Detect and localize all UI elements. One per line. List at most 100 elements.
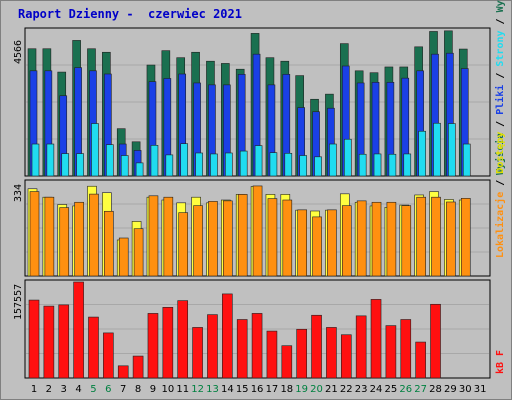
bar-lokalizacje	[59, 207, 70, 277]
bar-strony	[343, 138, 352, 177]
bar-lokalizacje	[223, 200, 233, 277]
day-label: 14	[221, 384, 234, 395]
day-label: 11	[176, 384, 189, 395]
bar-kb	[326, 327, 337, 379]
bar-lokalizacje	[327, 209, 337, 277]
bar-lokalizacje	[44, 196, 55, 277]
bar-strony	[418, 130, 426, 177]
day-label: 22	[340, 384, 353, 395]
bar-strony	[284, 152, 293, 177]
day-label: 24	[370, 384, 383, 395]
day-label: 4	[75, 384, 81, 395]
day-label: 12	[191, 384, 204, 395]
day-label: 9	[150, 384, 156, 395]
bar-kb	[192, 327, 203, 379]
bar-strony	[388, 153, 397, 177]
bar-kb	[132, 355, 144, 379]
bar-strony	[448, 123, 456, 177]
bar-strony	[195, 152, 203, 177]
bar-lokalizacje	[148, 195, 159, 277]
bar-lokalizacje	[341, 205, 352, 277]
bar-kb	[385, 325, 397, 379]
bar-kb	[281, 345, 293, 379]
bar-kb	[73, 281, 84, 379]
bar-strony	[165, 154, 174, 177]
bar-lokalizacje	[237, 194, 248, 277]
day-label: 15	[236, 384, 249, 395]
bar-strony	[403, 153, 412, 177]
bar-kb	[236, 319, 248, 379]
bar-strony	[76, 153, 84, 177]
bar-lokalizacje	[178, 212, 189, 277]
bar-lokalizacje	[386, 201, 397, 277]
day-label: 23	[355, 384, 368, 395]
bar-lokalizacje	[460, 198, 471, 277]
bar-strony	[180, 143, 189, 177]
day-label: 29	[444, 384, 457, 395]
bar-kb	[355, 315, 367, 379]
day-label: 30	[459, 384, 472, 395]
bar-lokalizacje	[193, 205, 203, 277]
bar-strony	[91, 123, 99, 177]
bar-lokalizacje	[312, 216, 322, 277]
day-label: 20	[310, 384, 323, 395]
day-label: 28	[429, 384, 442, 395]
bar-lokalizacje	[208, 201, 218, 277]
day-label: 16	[251, 384, 264, 395]
bar-kb	[296, 328, 307, 379]
bar-lokalizacje	[74, 201, 84, 277]
day-label: 7	[120, 384, 126, 395]
day-label: 13	[206, 384, 219, 395]
day-label: 8	[135, 384, 141, 395]
bar-strony	[239, 150, 248, 177]
bar-kb	[430, 303, 441, 379]
bar-kb	[103, 332, 114, 379]
bar-strony	[225, 152, 233, 177]
day-label: 31	[474, 384, 487, 395]
bar-lokalizacje	[446, 201, 456, 277]
bar-lokalizacje	[267, 198, 278, 277]
bar-strony	[46, 143, 55, 177]
bar-lokalizacje	[133, 228, 144, 277]
bar-kb	[162, 307, 174, 379]
bar-lokalizacje	[416, 196, 426, 277]
bar-kb	[251, 313, 263, 379]
day-label: 19	[295, 384, 308, 395]
bar-lokalizacje	[282, 199, 293, 277]
day-label: 17	[266, 384, 279, 395]
day-label: 21	[325, 384, 338, 395]
bar-kb	[415, 341, 426, 379]
bar-kb	[340, 334, 352, 379]
chart-title: Raport Dzienny - czerwiec 2021	[18, 7, 242, 21]
bar-lokalizacje	[163, 196, 174, 277]
bar-strony	[120, 155, 129, 177]
bar-strony	[210, 153, 218, 177]
day-label: 25	[385, 384, 398, 395]
bar-lokalizacje	[356, 200, 367, 277]
bar-kb	[222, 293, 233, 379]
bar-strony	[61, 153, 70, 177]
bar-kb	[88, 316, 99, 379]
bar-lokalizacje	[371, 201, 382, 277]
bar-lokalizacje	[297, 209, 307, 277]
bar-strony	[462, 143, 471, 177]
bar-kb	[311, 314, 322, 379]
bar-lokalizacje	[252, 185, 263, 277]
bar-strony	[31, 143, 40, 177]
bar-strony	[254, 145, 263, 177]
bar-lokalizacje	[104, 210, 114, 277]
bar-kb	[207, 314, 218, 379]
day-label: 2	[46, 384, 52, 395]
bar-strony	[135, 162, 144, 177]
bar-kb	[177, 300, 189, 379]
bar-strony	[373, 153, 382, 177]
day-label: 6	[105, 384, 111, 395]
bar-kb	[58, 304, 70, 379]
day-label: 27	[414, 384, 427, 395]
day-label: 1	[31, 384, 37, 395]
day-label: 3	[61, 384, 67, 395]
bar-kb	[147, 313, 159, 379]
day-label: 18	[280, 384, 293, 395]
bar-strony	[358, 153, 367, 177]
